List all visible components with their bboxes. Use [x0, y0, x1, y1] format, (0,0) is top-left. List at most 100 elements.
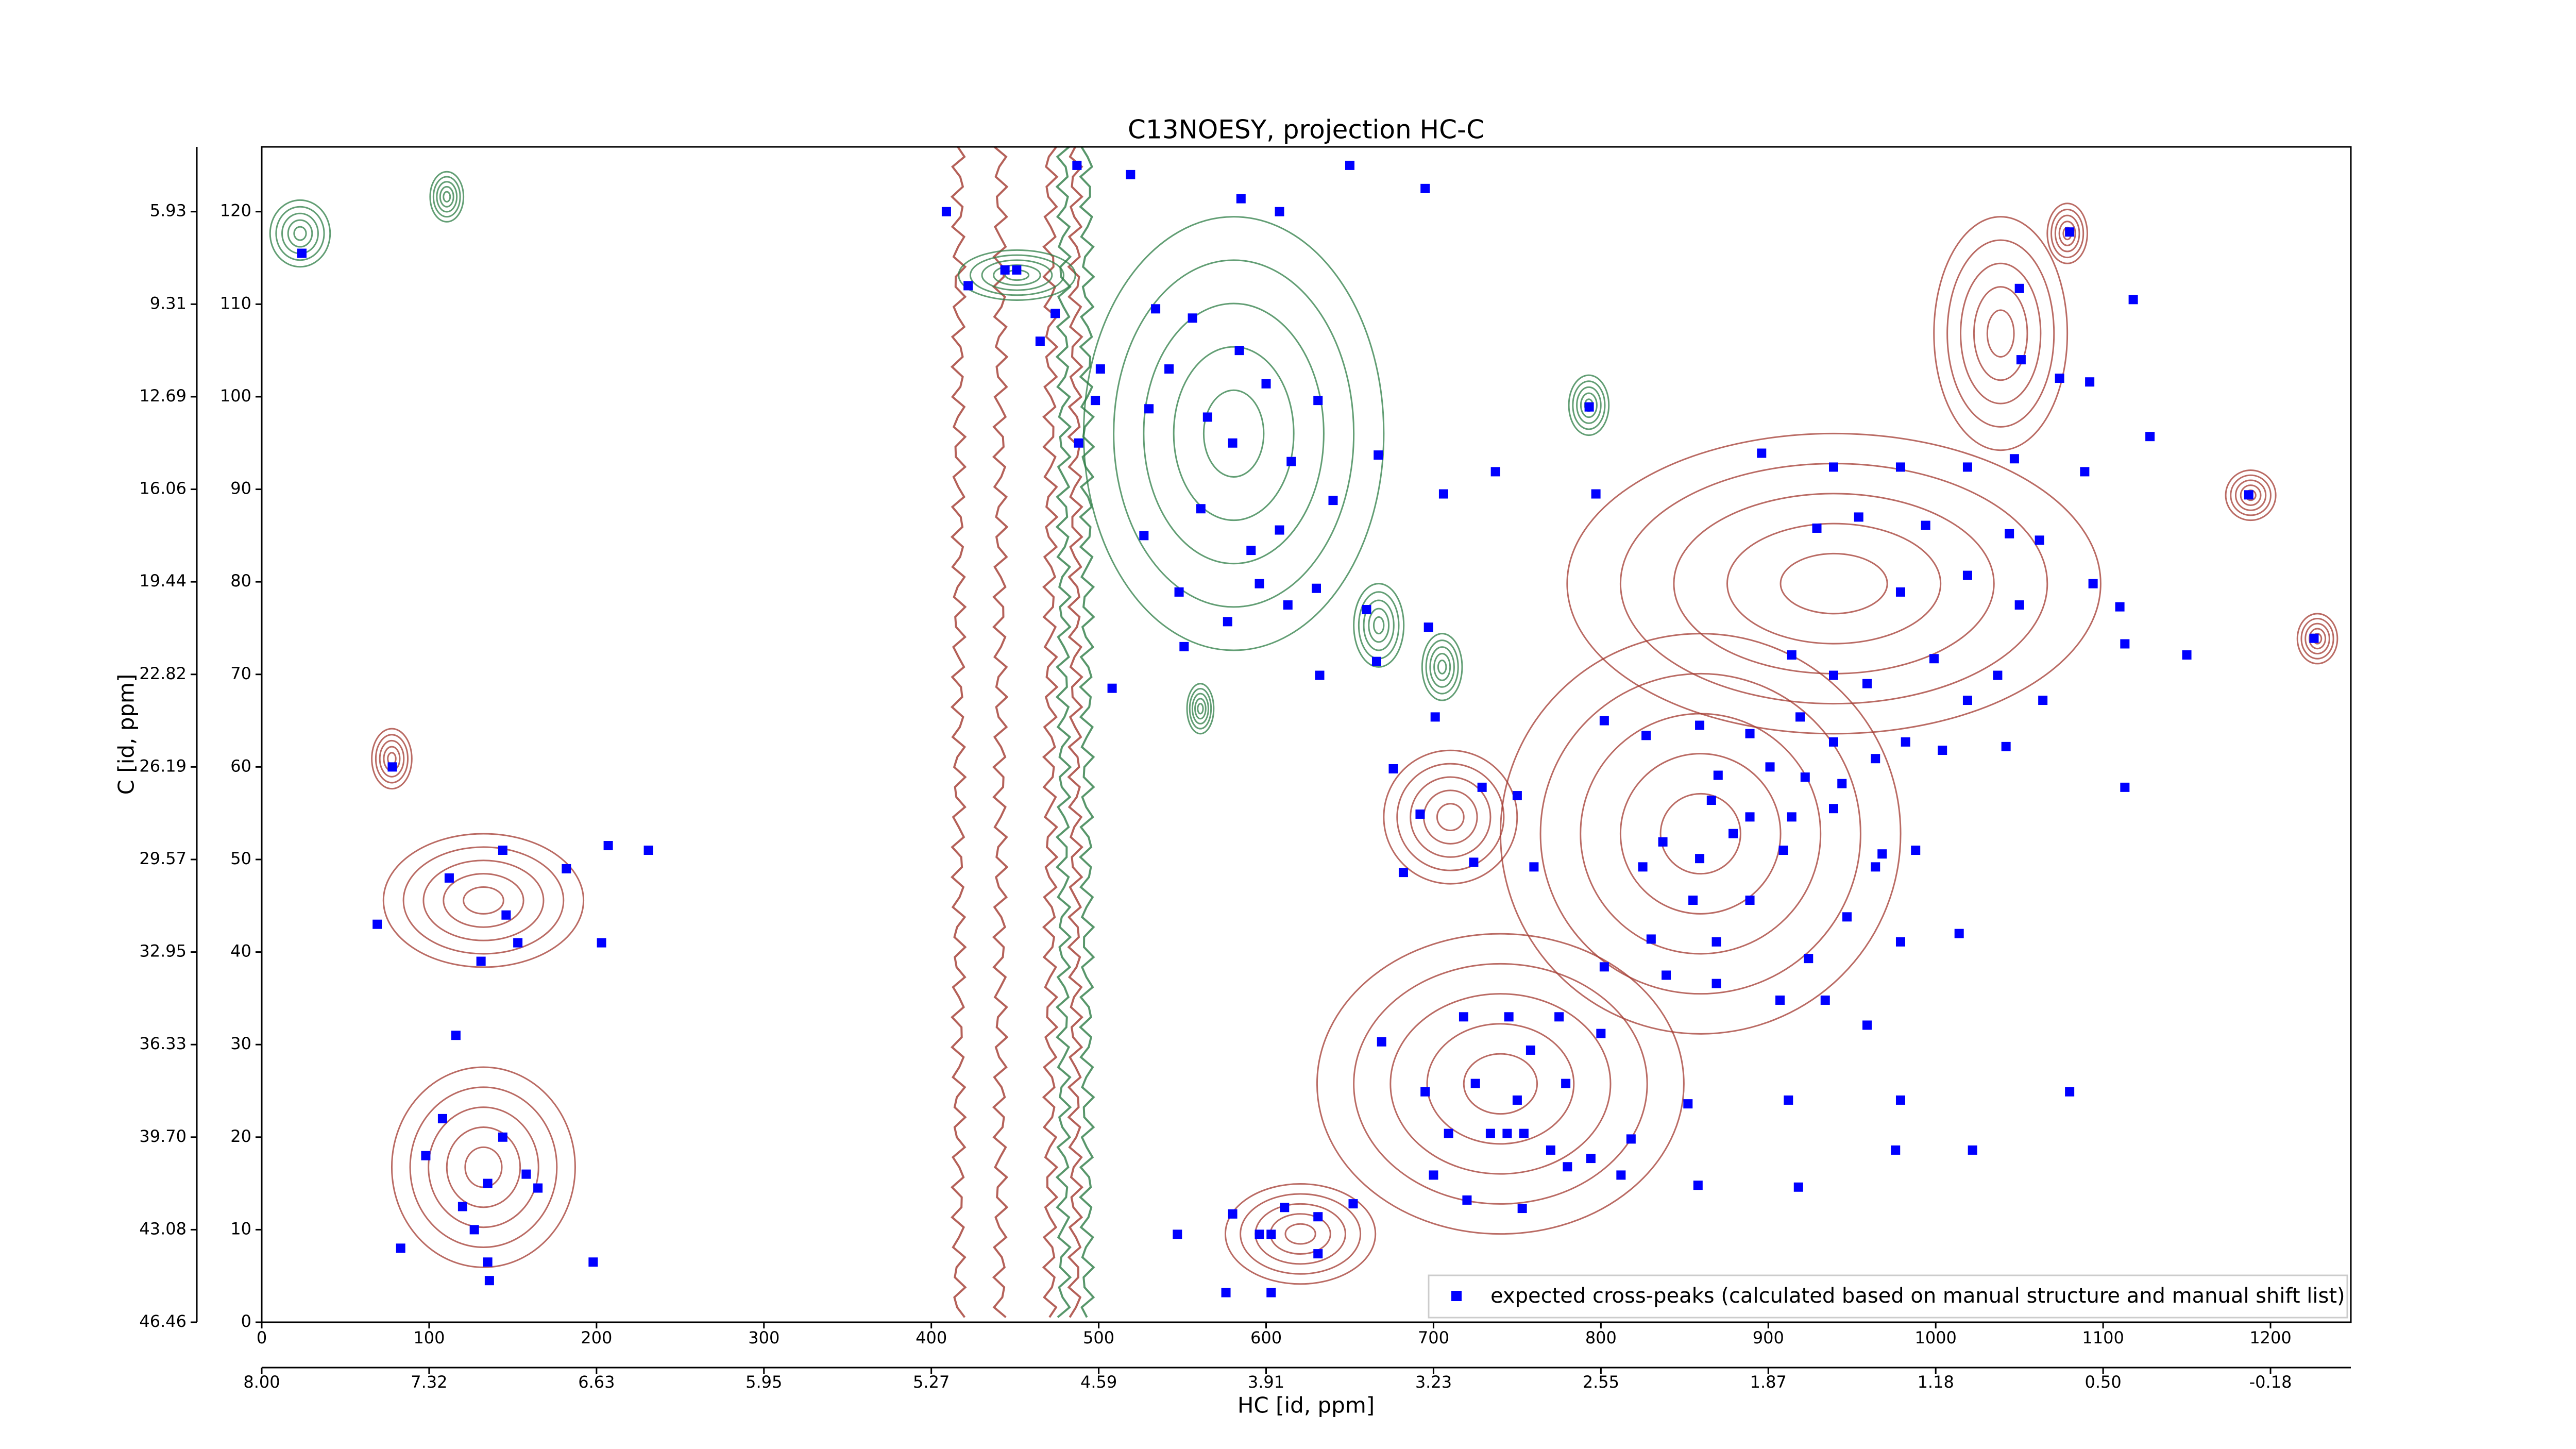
cross-peak — [1626, 1134, 1636, 1144]
cross-peak — [1462, 1195, 1472, 1205]
cross-peak — [1693, 1181, 1703, 1190]
x-tick-label: 700 — [1418, 1328, 1449, 1347]
cross-peak — [2145, 432, 2155, 442]
contour — [2054, 214, 2080, 252]
contour — [402, 846, 565, 955]
contour — [1353, 963, 1648, 1205]
contour — [981, 259, 1053, 291]
y-axis-label: C [id, ppm] — [114, 674, 139, 795]
cross-peak — [469, 1225, 479, 1235]
cross-peak — [1800, 772, 1810, 782]
contour — [1113, 259, 1355, 608]
cross-peak — [2009, 454, 2019, 464]
contour — [2050, 208, 2084, 259]
cross-peak — [1477, 782, 1487, 792]
contour — [269, 199, 331, 268]
cross-peak — [1328, 496, 1338, 506]
cross-peak — [2120, 639, 2130, 649]
cross-peak — [1459, 1012, 1468, 1022]
cross-peak — [2065, 1087, 2075, 1097]
contour — [2234, 479, 2267, 511]
cross-peak — [1255, 1229, 1264, 1239]
cross-peak — [483, 1178, 493, 1188]
x-tick-label: 900 — [1753, 1328, 1784, 1347]
contour — [429, 171, 465, 223]
cross-peak — [1787, 650, 1797, 660]
contour — [443, 873, 524, 928]
cross-peak — [1526, 1045, 1535, 1055]
x2-tick-label: 3.23 — [1415, 1372, 1452, 1392]
y-tick-label: 110 — [220, 293, 251, 313]
cross-peak — [1728, 829, 1738, 838]
cross-peak — [1962, 462, 1972, 472]
cross-peak — [1638, 862, 1648, 872]
contour — [1421, 633, 1463, 701]
contour — [409, 1086, 558, 1249]
y2-tick-label: 5.93 — [150, 201, 187, 221]
contour — [958, 249, 1076, 301]
contour — [2240, 484, 2262, 507]
cross-peak — [1599, 962, 1609, 972]
cross-peak — [1188, 313, 1197, 323]
legend: expected cross-peaks (calculated based o… — [1428, 1274, 2348, 1319]
cross-peak — [513, 938, 523, 948]
y2-tick-label: 46.46 — [139, 1311, 187, 1331]
contour — [443, 191, 451, 203]
contour — [1396, 763, 1505, 871]
cross-peak — [1820, 995, 1830, 1005]
x2-tick-label: 7.32 — [411, 1372, 447, 1392]
contour — [1186, 683, 1215, 735]
cross-peak — [1444, 1128, 1453, 1138]
cross-peak — [2244, 490, 2253, 500]
contour — [1224, 1183, 1377, 1285]
cross-peak — [1234, 346, 1244, 356]
cross-peak — [1348, 1199, 1358, 1209]
cross-peak — [1561, 1079, 1571, 1088]
cross-peak — [1812, 523, 1822, 533]
cross-peak — [1757, 448, 1767, 458]
cross-peak — [2038, 696, 2048, 705]
cross-peak — [1591, 489, 1601, 499]
cross-peak — [1745, 812, 1755, 822]
y-tick-label: 20 — [230, 1126, 251, 1146]
cross-peak — [1196, 504, 1206, 514]
cross-peak — [1529, 862, 1539, 872]
cross-peak — [1107, 683, 1117, 693]
contour — [993, 264, 1041, 286]
cross-peak — [1313, 1249, 1323, 1259]
cross-peak — [521, 1169, 531, 1179]
contour — [1580, 713, 1822, 955]
y2-tick-label: 26.19 — [139, 756, 187, 776]
x2-tick-label: 5.95 — [745, 1372, 782, 1392]
cross-peak — [1828, 804, 1838, 814]
contour — [1202, 389, 1265, 478]
cross-peak — [1174, 587, 1184, 597]
y2-tick-label: 39.70 — [139, 1126, 187, 1146]
cross-peak — [1862, 1020, 1872, 1030]
cross-peak — [597, 938, 606, 948]
cross-peak — [1828, 670, 1838, 680]
cross-peak — [1315, 670, 1325, 680]
y2-tick-label: 32.95 — [139, 941, 187, 961]
contour — [2296, 613, 2338, 665]
contour — [2230, 474, 2272, 516]
x2-tick-label: 1.18 — [1918, 1372, 1954, 1392]
contour — [2046, 203, 2088, 264]
cross-peak — [1283, 600, 1293, 610]
cross-peak — [387, 762, 397, 772]
contour — [1463, 1053, 1538, 1115]
cross-peak — [1596, 1029, 1606, 1038]
cross-peak — [1398, 868, 1408, 878]
x-tick-label: 0 — [257, 1328, 267, 1347]
cross-peak — [1313, 1212, 1323, 1222]
cross-peak — [1438, 489, 1448, 499]
cross-peak — [1164, 364, 1174, 374]
contour — [1780, 552, 1888, 615]
y-tick-label: 30 — [230, 1034, 251, 1053]
cross-peak — [451, 1031, 461, 1040]
cross-peak — [1144, 404, 1154, 414]
contour-stripe — [992, 147, 1009, 1318]
cross-peak — [1091, 396, 1100, 406]
cross-peak — [2120, 782, 2130, 792]
